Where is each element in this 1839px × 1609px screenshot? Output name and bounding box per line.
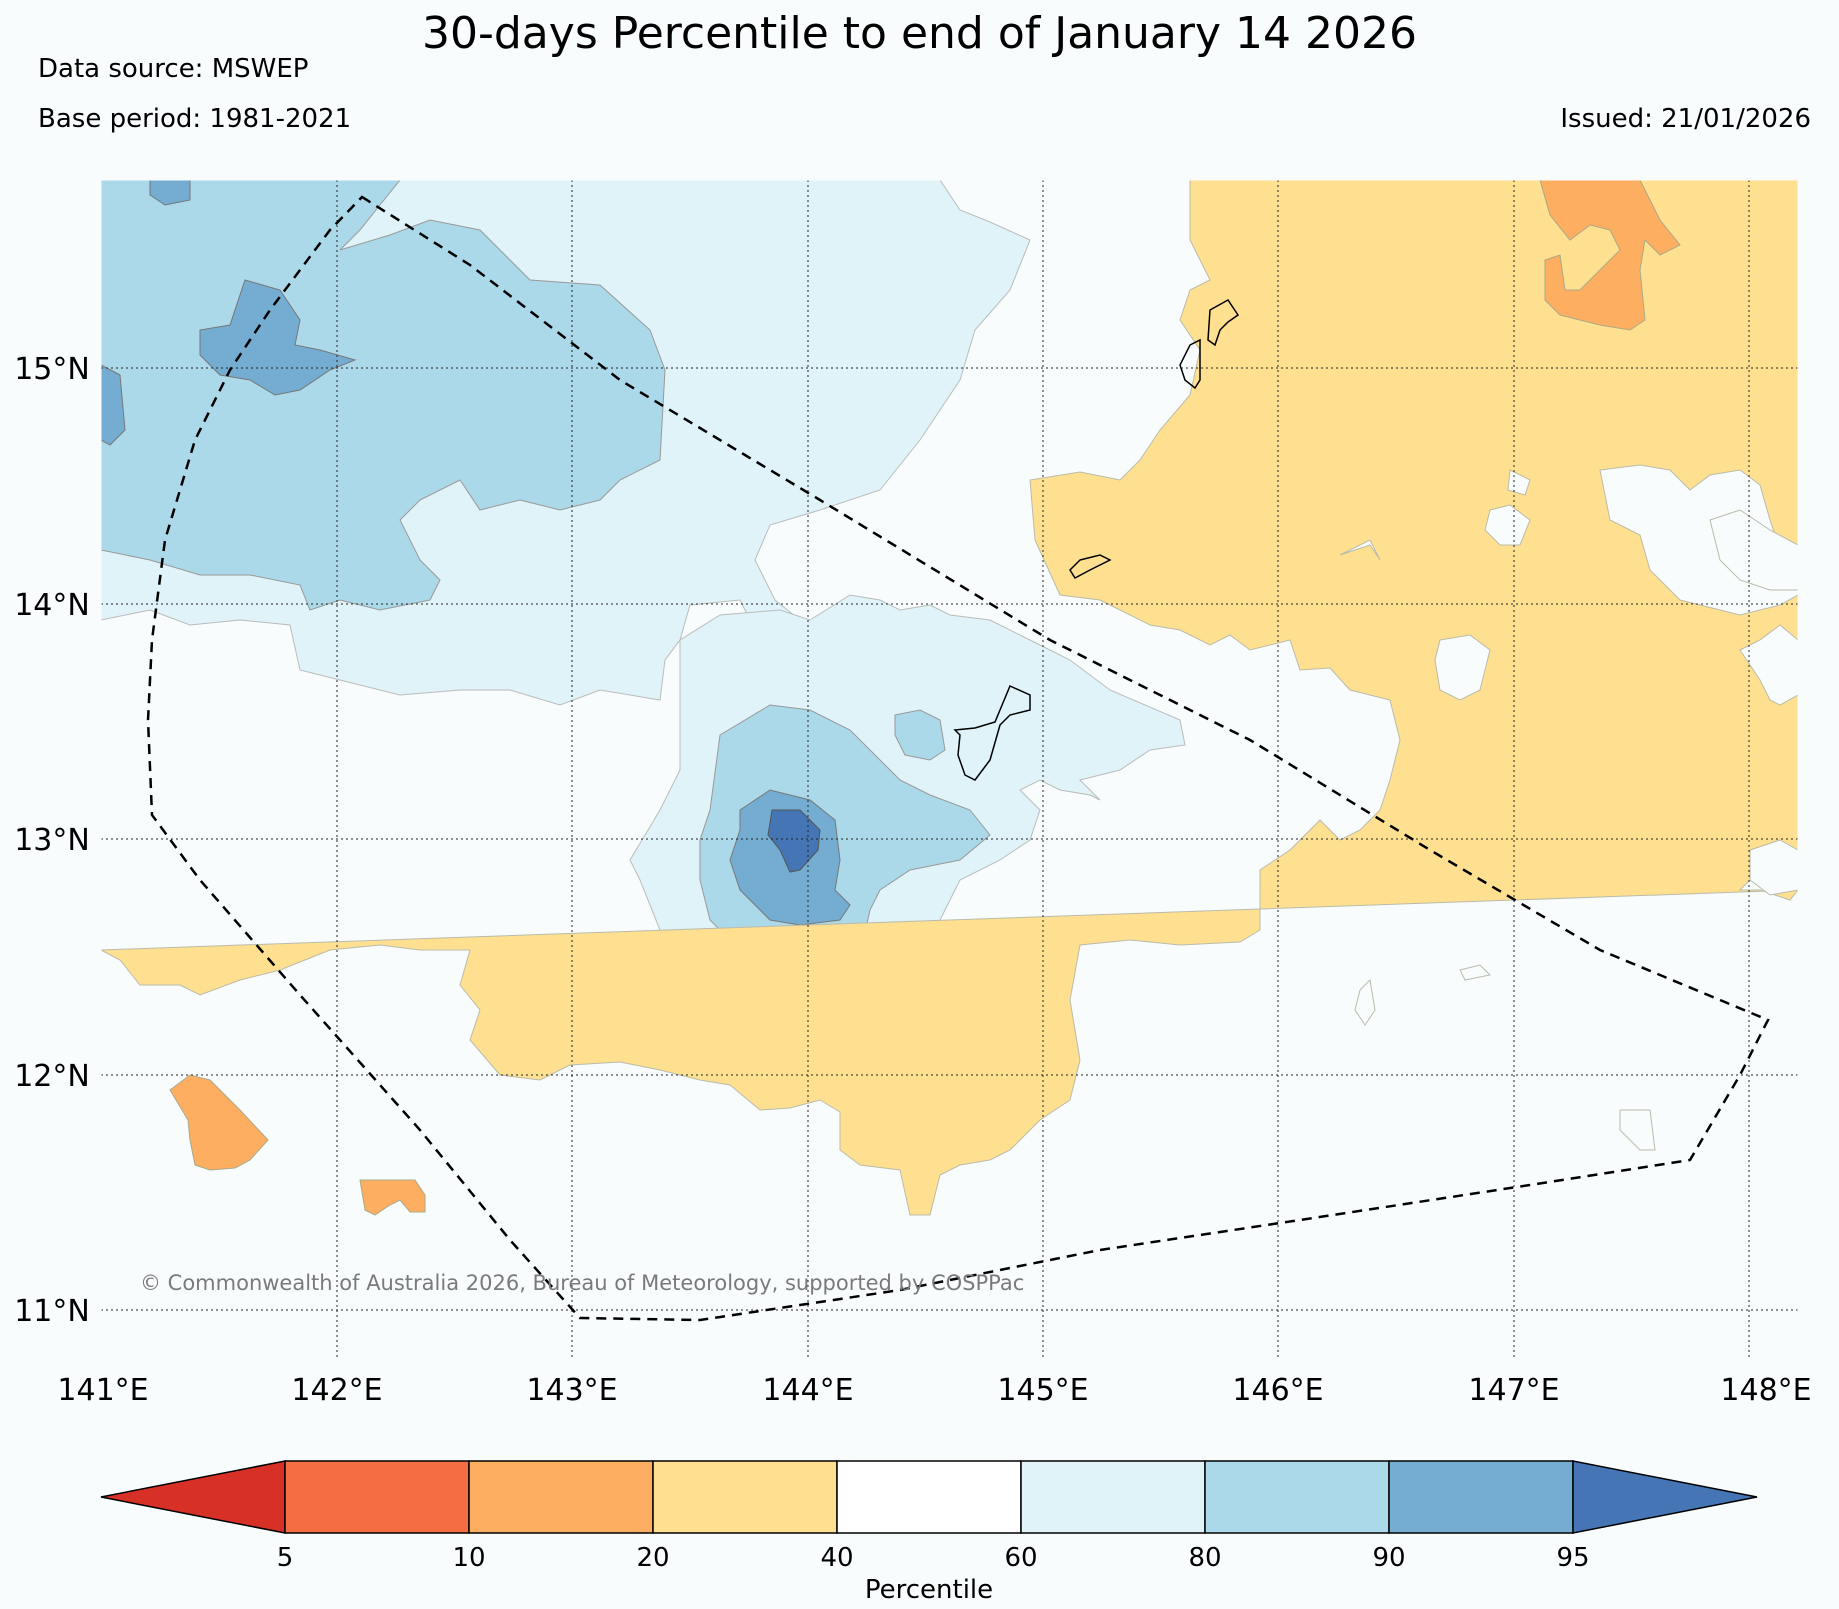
lat-tick-12n: 12°N: [14, 1059, 90, 1094]
copyright-text: © Commonwealth of Australia 2026, Bureau…: [140, 1271, 1024, 1295]
island-guam: [953, 684, 1031, 781]
issued-date-label: Issued: 21/01/2026: [1560, 104, 1811, 134]
colorbar: 5 10 20 40 60 80 90 95 Percentile: [100, 1460, 1758, 1605]
colorbar-swatch-above-95: [1572, 1460, 1758, 1534]
colorbar-swatch-40-60: [836, 1460, 1022, 1534]
map-frame: [100, 179, 1799, 1359]
map-plot-area: [101, 180, 1798, 1358]
lon-tick-145e: 145°E: [997, 1373, 1088, 1408]
lon-tick-143e: 143°E: [526, 1373, 617, 1408]
colorbar-tick-40: 40: [820, 1543, 853, 1573]
band-40-60-holes-east: [1354, 469, 1798, 1151]
lon-tick-141e: 141°E: [57, 1373, 148, 1408]
base-period-label: Base period: 1981-2021: [38, 104, 352, 134]
band-above-95: [767, 809, 821, 873]
lat-tick-13n: 13°N: [14, 823, 90, 858]
colorbar-swatch-90-95: [1388, 1460, 1574, 1534]
colorbar-swatch-5-10: [284, 1460, 470, 1534]
lon-tick-147e: 147°E: [1468, 1373, 1559, 1408]
band-20-40-south: [101, 180, 1798, 1216]
lat-tick-labels: 15°N 14°N 13°N 12°N 11°N: [14, 352, 90, 1329]
band-90-95-northwest: [101, 180, 357, 446]
lat-tick-15n: 15°N: [14, 352, 90, 387]
band-80-90-islet: [894, 709, 946, 761]
island-tinian-saipan: [1179, 299, 1240, 390]
colorbar-tick-60: 60: [1004, 1543, 1037, 1573]
eez-boundary: [146, 195, 1770, 1322]
colorbar-swatch-below-5: [100, 1460, 286, 1534]
colorbar-swatch-10-20: [468, 1460, 654, 1534]
lon-tick-146e: 146°E: [1232, 1373, 1323, 1408]
map-title: 30-days Percentile to end of January 14 …: [422, 8, 1417, 59]
lon-tick-labels: 141°E 142°E 143°E 144°E 145°E 146°E 147°…: [57, 1373, 1811, 1408]
band-10-20-patch-sw: [169, 1074, 269, 1171]
lat-tick-14n: 14°N: [14, 588, 90, 623]
lon-tick-144e: 144°E: [762, 1373, 853, 1408]
colorbar-tick-95: 95: [1556, 1543, 1589, 1573]
band-10-20-patch-s: [359, 1179, 426, 1216]
colorbar-tick-10: 10: [452, 1543, 485, 1573]
data-source-label: Data source: MSWEP: [38, 54, 309, 84]
colorbar-label: Percentile: [865, 1575, 993, 1605]
lon-tick-142e: 142°E: [291, 1373, 382, 1408]
colorbar-tick-20: 20: [636, 1543, 669, 1573]
map-gridlines: [101, 180, 1798, 1358]
colorbar-tick-90: 90: [1372, 1543, 1405, 1573]
colorbar-swatch-80-90: [1204, 1460, 1390, 1534]
colorbar-swatch-20-40: [652, 1460, 838, 1534]
colorbar-tick-5: 5: [277, 1543, 294, 1573]
colorbar-swatch-60-80: [1020, 1460, 1206, 1534]
island-rota: [1069, 554, 1112, 579]
band-10-20-patch-ne: [1539, 180, 1681, 331]
lat-tick-11n: 11°N: [14, 1294, 90, 1329]
colorbar-tick-80: 80: [1188, 1543, 1221, 1573]
lon-tick-148e: 148°E: [1720, 1373, 1811, 1408]
